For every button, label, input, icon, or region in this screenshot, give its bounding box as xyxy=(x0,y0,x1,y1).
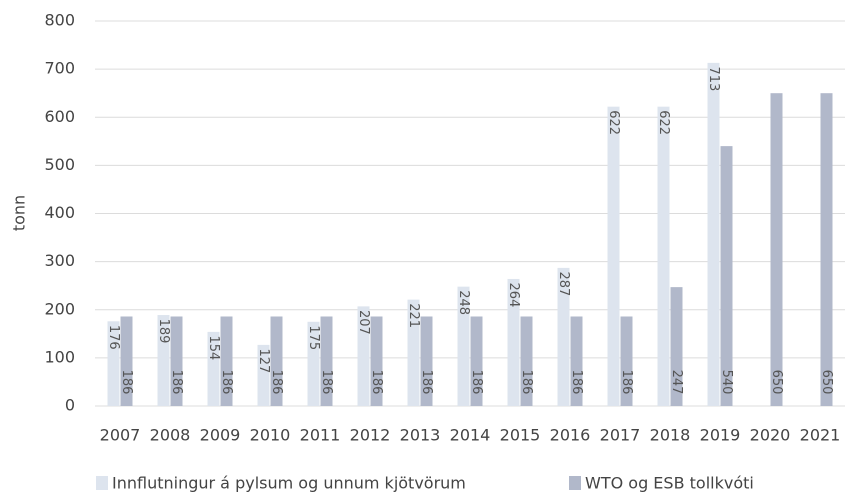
bar xyxy=(270,316,283,406)
x-tick-label: 2008 xyxy=(150,426,191,445)
bar xyxy=(457,286,470,406)
value-label: 175 xyxy=(306,325,321,350)
bar xyxy=(107,321,120,406)
bar xyxy=(157,315,170,406)
value-label: 540 xyxy=(719,370,734,395)
y-tick-label: 200 xyxy=(44,299,75,318)
value-label: 176 xyxy=(106,325,121,350)
y-tick-label: 800 xyxy=(44,11,75,30)
value-label: 186 xyxy=(219,370,234,395)
value-label: 189 xyxy=(156,319,171,344)
bar xyxy=(307,321,320,406)
value-label: 186 xyxy=(519,370,534,395)
bar xyxy=(620,316,633,406)
x-tick-label: 2013 xyxy=(400,426,441,445)
bar xyxy=(707,62,720,407)
bar xyxy=(357,306,370,406)
value-label: 264 xyxy=(506,283,521,308)
value-label: 154 xyxy=(206,335,221,360)
bar xyxy=(557,267,570,406)
bar xyxy=(770,93,783,406)
value-label: 186 xyxy=(419,370,434,395)
y-tick-label: 600 xyxy=(44,107,75,126)
y-tick-label: 700 xyxy=(44,59,75,78)
x-tick-label: 2016 xyxy=(550,426,591,445)
value-label: 650 xyxy=(769,370,784,395)
value-label: 127 xyxy=(256,348,271,373)
bar xyxy=(470,316,483,406)
value-label: 186 xyxy=(319,370,334,395)
bar xyxy=(370,316,383,406)
y-tick-label: 300 xyxy=(44,251,75,270)
value-label: 186 xyxy=(569,370,584,395)
legend-swatch xyxy=(569,476,581,490)
bar xyxy=(670,287,683,406)
legend-swatch xyxy=(96,476,108,490)
x-tick-label: 2021 xyxy=(800,426,841,445)
bar xyxy=(220,316,233,406)
bar xyxy=(657,106,670,406)
bar xyxy=(407,299,420,406)
value-label: 287 xyxy=(556,271,571,296)
legend-label: WTO og ESB tollkvóti xyxy=(585,474,754,493)
value-label: 247 xyxy=(669,370,684,395)
x-tick-label: 2014 xyxy=(450,426,491,445)
value-label: 186 xyxy=(119,370,134,395)
value-label: 186 xyxy=(269,370,284,395)
x-tick-label: 2012 xyxy=(350,426,391,445)
x-tick-label: 2018 xyxy=(650,426,691,445)
value-label: 650 xyxy=(819,370,834,395)
value-label: 622 xyxy=(656,110,671,135)
x-tick-label: 2017 xyxy=(600,426,641,445)
legend-label: Innflutningur á pylsum og unnum kjötvöru… xyxy=(112,474,466,493)
value-label: 622 xyxy=(606,110,621,135)
value-label: 186 xyxy=(619,370,634,395)
x-tick-label: 2020 xyxy=(750,426,791,445)
bar xyxy=(170,316,183,406)
x-tick-label: 2015 xyxy=(500,426,541,445)
y-tick-label: 0 xyxy=(65,396,75,415)
x-tick-label: 2010 xyxy=(250,426,291,445)
value-label: 713 xyxy=(706,66,721,91)
bar xyxy=(420,316,433,406)
bar xyxy=(820,93,833,406)
x-tick-label: 2007 xyxy=(100,426,141,445)
bar xyxy=(120,316,133,406)
value-label: 186 xyxy=(469,370,484,395)
bar xyxy=(570,316,583,406)
value-label: 186 xyxy=(369,370,384,395)
bar xyxy=(207,331,220,406)
bar xyxy=(257,344,270,406)
value-label: 207 xyxy=(356,310,371,335)
x-tick-label: 2009 xyxy=(200,426,241,445)
y-tick-label: 400 xyxy=(44,203,75,222)
bar xyxy=(320,316,333,406)
value-label: 221 xyxy=(406,303,421,328)
x-tick-label: 2011 xyxy=(300,426,341,445)
bar xyxy=(607,106,620,406)
value-label: 186 xyxy=(169,370,184,395)
y-axis-label: tonn xyxy=(10,195,29,231)
bar xyxy=(720,146,733,406)
y-tick-label: 100 xyxy=(44,347,75,366)
x-tick-label: 2019 xyxy=(700,426,741,445)
bar xyxy=(520,316,533,406)
bar xyxy=(507,278,520,406)
y-tick-label: 500 xyxy=(44,155,75,174)
value-label: 248 xyxy=(456,290,471,315)
